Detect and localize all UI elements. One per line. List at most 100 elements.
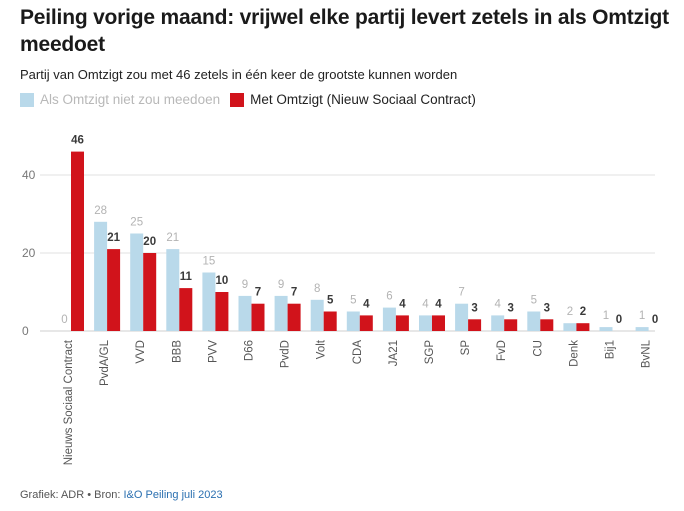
bar-with-omtzigt xyxy=(395,315,409,331)
data-label-without-omtzigt: 25 xyxy=(130,217,143,229)
x-category-label: PvdD xyxy=(280,340,292,368)
data-label-with-omtzigt: 2 xyxy=(580,306,586,318)
x-category-label: Denk xyxy=(568,340,580,367)
bar-without-omtzigt xyxy=(310,299,324,331)
data-label-with-omtzigt: 5 xyxy=(327,295,334,307)
x-category-label: CDA xyxy=(352,340,364,365)
y-tick-label: 40 xyxy=(22,168,36,182)
bar-without-omtzigt xyxy=(419,315,432,331)
bars xyxy=(71,151,649,331)
x-category-label: BvNL xyxy=(641,339,653,368)
bar-without-omtzigt xyxy=(94,221,108,331)
bar-with-omtzigt xyxy=(504,319,518,331)
data-label-without-omtzigt: 0 xyxy=(61,314,67,326)
data-label-without-omtzigt: 4 xyxy=(494,298,501,310)
bar-with-omtzigt xyxy=(540,319,554,331)
x-category-label: Nieuws Sociaal Contract xyxy=(63,339,75,465)
data-label-with-omtzigt: 3 xyxy=(544,302,550,314)
bar-with-omtzigt xyxy=(71,151,84,331)
x-category-label: PvdA/GL xyxy=(99,339,111,386)
data-label-without-omtzigt: 2 xyxy=(567,306,573,318)
bar-without-omtzigt xyxy=(274,295,288,331)
x-category-label: CU xyxy=(532,340,544,357)
bar-without-omtzigt xyxy=(382,307,396,331)
data-label-with-omtzigt: 20 xyxy=(143,236,156,248)
data-label-with-omtzigt: 21 xyxy=(107,232,120,244)
x-axis-labels: Nieuws Sociaal Contract PvdA/GL VVD BBB PVV D… xyxy=(63,339,653,465)
source-link[interactable]: I&O Peiling juli 2023 xyxy=(123,489,223,501)
legend-item-with-omtzigt: Met Omtzigt (Nieuw Sociaal Contract) xyxy=(230,92,476,107)
x-category-label: Bij1 xyxy=(605,340,617,359)
y-tick-label: 0 xyxy=(22,324,29,338)
y-tick-label: 20 xyxy=(22,246,36,260)
data-label-with-omtzigt: 0 xyxy=(652,314,658,326)
data-label-without-omtzigt: 28 xyxy=(94,205,107,217)
bar-with-omtzigt xyxy=(143,253,157,331)
bar-with-omtzigt xyxy=(468,319,482,331)
bar-without-omtzigt xyxy=(527,311,541,331)
chart-title: Peiling vorige maand: vrijwel elke parti… xyxy=(20,6,669,56)
bar-without-omtzigt xyxy=(238,295,252,331)
legend-item-without-omtzigt: Als Omtzigt niet zou meedoen xyxy=(20,92,220,107)
data-label-with-omtzigt: 3 xyxy=(507,302,513,314)
data-label-with-omtzigt: 4 xyxy=(363,298,370,310)
bar-without-omtzigt xyxy=(346,311,360,331)
data-label-with-omtzigt: 10 xyxy=(216,275,229,287)
bar-without-omtzigt xyxy=(563,323,577,331)
x-category-label: D66 xyxy=(244,340,256,361)
x-category-label: SP xyxy=(460,340,472,356)
data-label-without-omtzigt: 1 xyxy=(639,310,645,322)
legend: Als Omtzigt niet zou meedoen Met Omtzigt… xyxy=(20,92,486,107)
bar-without-omtzigt xyxy=(130,233,144,331)
data-label-with-omtzigt: 3 xyxy=(471,302,477,314)
footer-credits: Grafiek: ADR • Bron: I&O Peiling juli 20… xyxy=(20,489,223,501)
bar-with-omtzigt xyxy=(179,288,193,331)
x-category-label: SGP xyxy=(424,340,436,365)
data-label-with-omtzigt: 7 xyxy=(291,287,297,299)
chart-subtitle: Partij van Omtzigt zou met 46 zetels in … xyxy=(20,67,458,82)
legend-swatch-dark xyxy=(230,92,245,107)
x-category-label: FvD xyxy=(496,340,508,361)
bar-with-omtzigt xyxy=(215,292,229,331)
x-category-label: Volt xyxy=(316,339,328,359)
bar-with-omtzigt xyxy=(251,303,265,331)
footer-prefix: Grafiek: ADR • Bron: xyxy=(20,489,124,501)
bar-without-omtzigt xyxy=(166,249,180,331)
bar-with-omtzigt xyxy=(432,315,445,331)
legend-label-with-omtzigt: Met Omtzigt (Nieuw Sociaal Contract) xyxy=(250,92,476,107)
data-label-without-omtzigt: 9 xyxy=(242,279,248,291)
legend-label-without-omtzigt: Als Omtzigt niet zou meedoen xyxy=(40,92,221,107)
bar-without-omtzigt xyxy=(635,327,649,331)
bar-with-omtzigt xyxy=(359,315,373,331)
x-category-label: JA21 xyxy=(388,340,400,366)
data-label-with-omtzigt: 0 xyxy=(616,314,622,326)
data-label-without-omtzigt: 15 xyxy=(203,256,216,268)
data-label-without-omtzigt: 6 xyxy=(386,291,392,303)
bar-with-omtzigt xyxy=(107,249,121,331)
data-label-without-omtzigt: 8 xyxy=(314,283,320,295)
bar-with-omtzigt xyxy=(323,311,337,331)
data-label-with-omtzigt: 4 xyxy=(399,298,406,310)
x-category-label: BBB xyxy=(171,340,183,363)
data-label-with-omtzigt: 4 xyxy=(435,298,442,310)
data-label-without-omtzigt: 21 xyxy=(166,232,179,244)
data-label-without-omtzigt: 1 xyxy=(603,310,609,322)
legend-swatch-light xyxy=(20,92,34,107)
x-category-label: VVD xyxy=(135,340,147,364)
data-label-without-omtzigt: 9 xyxy=(278,279,284,291)
bar-with-omtzigt xyxy=(576,323,590,331)
data-label-with-omtzigt: 46 xyxy=(71,135,84,147)
bar-without-omtzigt xyxy=(455,303,469,331)
data-label-with-omtzigt: 11 xyxy=(180,271,193,283)
data-label-without-omtzigt: 4 xyxy=(422,298,429,310)
bar-without-omtzigt xyxy=(599,327,613,331)
data-label-without-omtzigt: 5 xyxy=(350,295,356,307)
x-category-label: PVV xyxy=(207,340,219,363)
data-label-without-omtzigt: 5 xyxy=(531,295,537,307)
bar-without-omtzigt xyxy=(202,272,216,331)
data-label-with-omtzigt: 7 xyxy=(255,287,261,299)
bar-without-omtzigt xyxy=(491,315,505,331)
bar-with-omtzigt xyxy=(287,303,301,331)
data-label-without-omtzigt: 7 xyxy=(458,287,464,299)
